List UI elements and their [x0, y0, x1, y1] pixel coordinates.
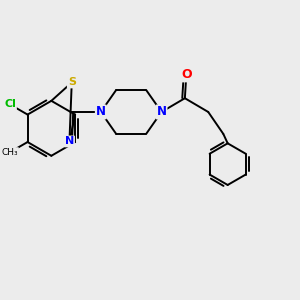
Text: Cl: Cl: [4, 100, 16, 110]
Text: N: N: [96, 106, 106, 118]
Text: CH₃: CH₃: [2, 148, 18, 157]
Text: O: O: [181, 68, 192, 81]
Text: N: N: [157, 106, 166, 118]
Text: S: S: [68, 77, 76, 88]
Text: N: N: [65, 136, 74, 146]
